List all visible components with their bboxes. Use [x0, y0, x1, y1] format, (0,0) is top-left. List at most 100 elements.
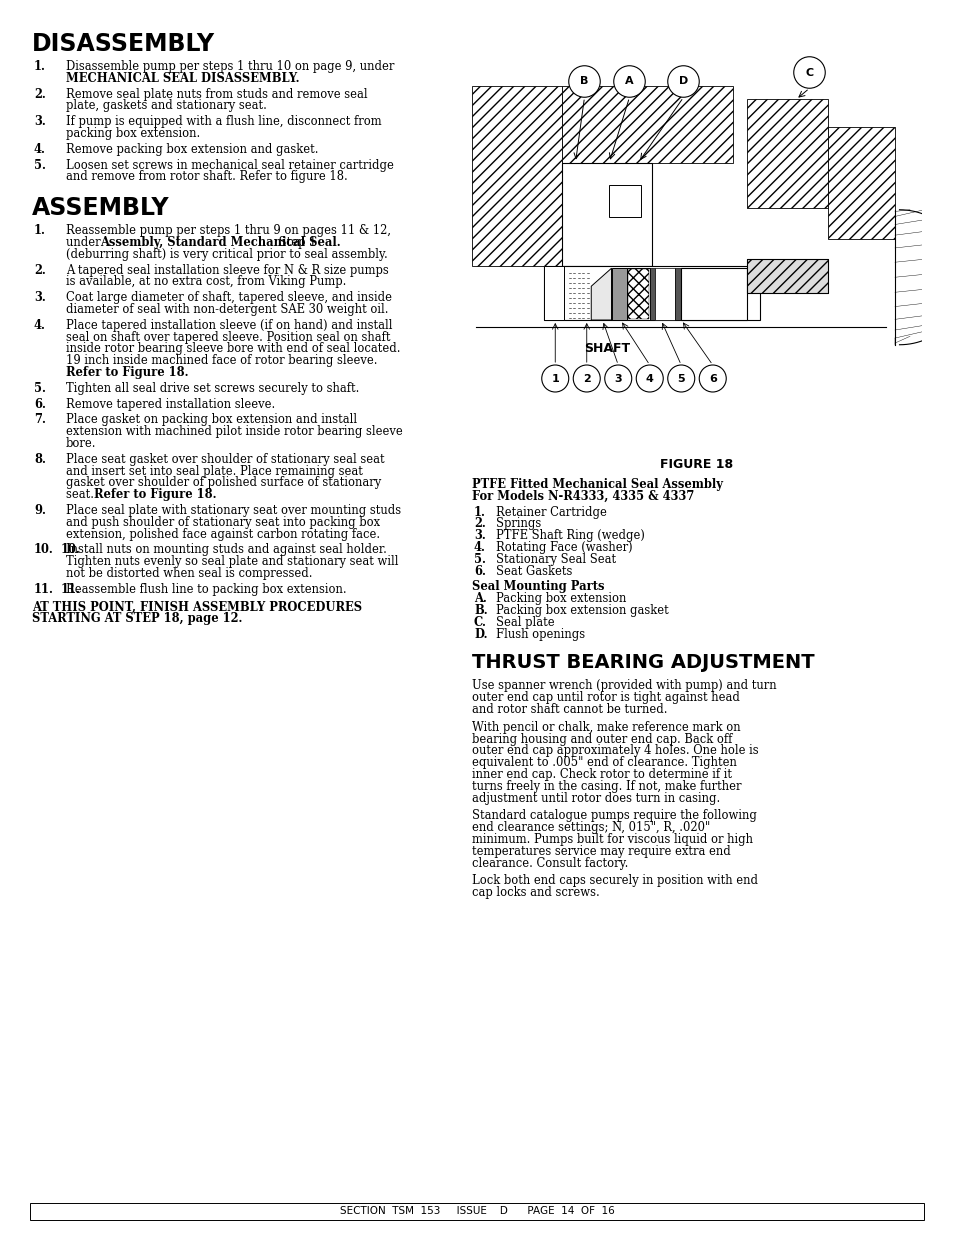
Text: and remove from rotor shaft. Refer to figure 18.: and remove from rotor shaft. Refer to fi… [66, 170, 348, 184]
Bar [543, 266, 760, 320]
Text: Flush openings: Flush openings [496, 627, 584, 641]
Text: Place tapered installation sleeve (if on hand) and install: Place tapered installation sleeve (if on… [66, 319, 392, 332]
Text: bore.: bore. [66, 437, 96, 450]
Text: Packing box extension: Packing box extension [496, 593, 626, 605]
Text: extension with machined pilot inside rotor bearing sleeve: extension with machined pilot inside rot… [66, 425, 402, 438]
Text: Place gasket on packing box extension and install: Place gasket on packing box extension an… [66, 414, 356, 426]
Circle shape [568, 65, 599, 98]
Text: turns freely in the casing. If not, make further: turns freely in the casing. If not, make… [472, 779, 740, 793]
Text: minimum. Pumps built for viscous liquid or high: minimum. Pumps built for viscous liquid … [472, 832, 752, 846]
Text: 3.: 3. [474, 530, 485, 542]
Text: gasket over shoulder of polished surface of stationary: gasket over shoulder of polished surface… [66, 477, 381, 489]
Text: 3: 3 [614, 373, 621, 384]
Text: extension, polished face against carbon rotating face.: extension, polished face against carbon … [66, 527, 379, 541]
Text: 6: 6 [708, 373, 716, 384]
Bar [30, 1203, 923, 1220]
Text: 5.: 5. [34, 382, 46, 395]
Text: Seat Gaskets: Seat Gaskets [496, 564, 572, 578]
Text: under: under [66, 236, 104, 249]
Text: PTFE Fitted Mechanical Seal Assembly: PTFE Fitted Mechanical Seal Assembly [472, 478, 722, 492]
Bar [626, 268, 649, 320]
Text: 5.: 5. [34, 158, 46, 172]
Text: 1.: 1. [34, 61, 46, 73]
Text: Disassemble pump per steps 1 thru 10 on page 9, under: Disassemble pump per steps 1 thru 10 on … [66, 61, 394, 73]
Text: SECTION  TSM  153     ISSUE    D      PAGE  14  OF  16: SECTION TSM 153 ISSUE D PAGE 14 OF 16 [339, 1207, 614, 1216]
Text: adjustment until rotor does turn in casing.: adjustment until rotor does turn in casi… [472, 792, 720, 804]
Text: Reassemble flush line to packing box extension.: Reassemble flush line to packing box ext… [66, 583, 346, 595]
Text: and push shoulder of stationary seat into packing box: and push shoulder of stationary seat int… [66, 516, 379, 529]
Polygon shape [591, 268, 611, 320]
Bar [745, 259, 826, 293]
Text: inside rotor bearing sleeve bore with end of seal located.: inside rotor bearing sleeve bore with en… [66, 342, 400, 356]
Text: A tapered seal installation sleeve for N & R size pumps: A tapered seal installation sleeve for N… [66, 263, 388, 277]
Text: Remove tapered installation sleeve.: Remove tapered installation sleeve. [66, 398, 275, 410]
Text: and insert set into seal plate. Place remaining seat: and insert set into seal plate. Place re… [66, 464, 362, 478]
Text: 4.: 4. [34, 143, 46, 156]
Text: Remove packing box extension and gasket.: Remove packing box extension and gasket. [66, 143, 318, 156]
Text: 1.: 1. [34, 225, 46, 237]
Text: C: C [804, 68, 813, 78]
Text: Assembly, Standard Mechanical Seal.: Assembly, Standard Mechanical Seal. [100, 236, 340, 249]
Bar [655, 268, 675, 320]
Text: inner end cap. Check rotor to determine if it: inner end cap. Check rotor to determine … [472, 768, 731, 781]
Bar [745, 100, 826, 207]
Text: Standard catalogue pumps require the following: Standard catalogue pumps require the fol… [472, 809, 756, 823]
Text: Step 1: Step 1 [274, 236, 316, 249]
Text: 2.: 2. [34, 88, 46, 100]
Text: 6.: 6. [34, 398, 46, 410]
Circle shape [604, 366, 631, 391]
Text: Reassemble pump per steps 1 thru 9 on pages 11 & 12,: Reassemble pump per steps 1 thru 9 on pa… [66, 225, 391, 237]
Text: If pump is equipped with a flush line, disconnect from: If pump is equipped with a flush line, d… [66, 115, 381, 128]
Bar [561, 163, 651, 266]
Text: MECHANICAL SEAL DISASSEMBLY.: MECHANICAL SEAL DISASSEMBLY. [66, 72, 299, 85]
Bar [826, 126, 894, 240]
Circle shape [573, 366, 599, 391]
Text: B.: B. [474, 604, 487, 618]
Text: clearance. Consult factory.: clearance. Consult factory. [472, 857, 628, 869]
Text: Install nuts on mounting studs and against seal holder.: Install nuts on mounting studs and again… [66, 543, 387, 557]
Text: SHAFT: SHAFT [583, 342, 629, 356]
Text: 2.: 2. [34, 263, 46, 277]
Text: Springs: Springs [496, 517, 540, 530]
Circle shape [613, 65, 644, 98]
Text: Seal Mounting Parts: Seal Mounting Parts [472, 580, 604, 593]
Text: B: B [579, 77, 588, 86]
Bar [649, 268, 655, 320]
Text: 4.: 4. [474, 541, 485, 555]
Text: 10.: 10. [34, 543, 53, 557]
Circle shape [699, 366, 725, 391]
Text: 8.: 8. [34, 453, 46, 466]
Text: 1.: 1. [474, 505, 485, 519]
Text: STARTING AT STEP 18, page 12.: STARTING AT STEP 18, page 12. [32, 613, 242, 625]
Text: 9.: 9. [34, 504, 46, 517]
Text: 3.: 3. [34, 115, 46, 128]
Text: 7.: 7. [34, 414, 46, 426]
Text: Seal plate: Seal plate [496, 616, 554, 629]
Text: equivalent to .005" end of clearance. Tighten: equivalent to .005" end of clearance. Ti… [472, 756, 736, 769]
Bar [561, 86, 732, 163]
Text: 5.: 5. [474, 553, 485, 566]
Bar [611, 268, 626, 320]
Text: Loosen set screws in mechanical seal retainer cartridge: Loosen set screws in mechanical seal ret… [66, 158, 394, 172]
Circle shape [793, 57, 824, 88]
Circle shape [667, 65, 699, 98]
Text: outer end cap until rotor is tight against head: outer end cap until rotor is tight again… [472, 692, 740, 704]
Bar [543, 266, 563, 320]
Text: Use spanner wrench (provided with pump) and turn: Use spanner wrench (provided with pump) … [472, 679, 776, 693]
Text: For Models N-R4333, 4335 & 4337: For Models N-R4333, 4335 & 4337 [472, 490, 694, 503]
Text: cap locks and screws.: cap locks and screws. [472, 887, 599, 899]
Text: Coat large diameter of shaft, tapered sleeve, and inside: Coat large diameter of shaft, tapered sl… [66, 291, 392, 304]
Text: 6.: 6. [474, 564, 485, 578]
Text: diameter of seal with non-detergent SAE 30 weight oil.: diameter of seal with non-detergent SAE … [66, 303, 388, 316]
Text: Tighten all seal drive set screws securely to shaft.: Tighten all seal drive set screws secure… [66, 382, 359, 395]
Text: seal on shaft over tapered sleeve. Position seal on shaft: seal on shaft over tapered sleeve. Posit… [66, 331, 390, 343]
Text: 2: 2 [582, 373, 590, 384]
Circle shape [667, 366, 694, 391]
Text: is available, at no extra cost, from Viking Pump.: is available, at no extra cost, from Vik… [66, 275, 346, 289]
Text: C.: C. [474, 616, 486, 629]
Bar [472, 86, 561, 266]
Text: 11.: 11. [61, 583, 81, 595]
Bar [675, 268, 680, 320]
Text: 4.: 4. [34, 319, 46, 332]
Text: 2.: 2. [474, 517, 485, 530]
